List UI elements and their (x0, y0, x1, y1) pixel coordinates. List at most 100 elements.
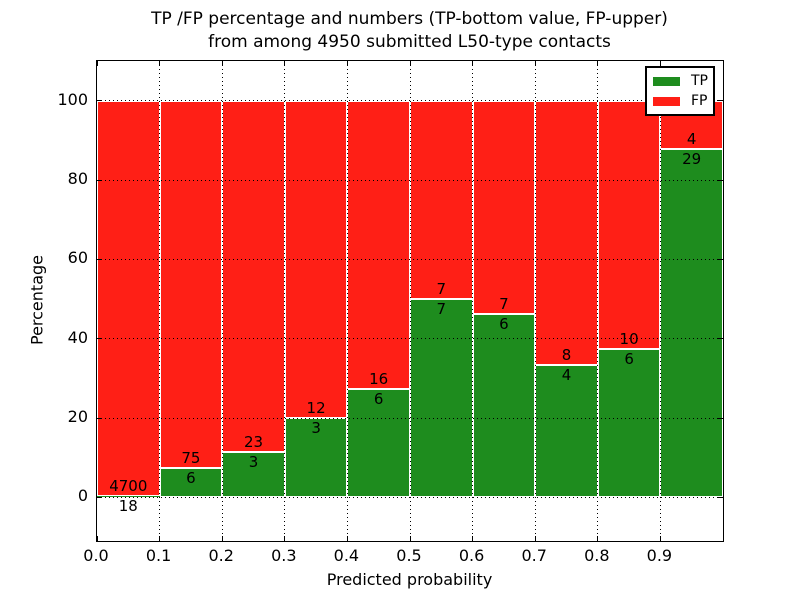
fp-bar (472, 100, 536, 315)
v-gridline (409, 61, 411, 541)
x-tick (284, 536, 286, 541)
v-gridline (659, 61, 661, 541)
tp-bar (660, 148, 723, 498)
tp-count-label: 29 (682, 149, 702, 168)
fp-color-swatch-icon (653, 96, 680, 106)
tp-bar (410, 299, 473, 498)
x-tick (659, 536, 661, 541)
x-axis-label: Predicted probability (326, 570, 493, 589)
y-tick-label: 20 (67, 407, 88, 427)
v-gridline (597, 61, 599, 541)
fp-bar (347, 100, 410, 390)
x-tick (472, 61, 474, 66)
y-axis-label: Percentage (27, 254, 47, 346)
fp-count-label: 10 (619, 329, 639, 348)
x-tick-label: 0.9 (646, 546, 673, 565)
fp-count-label: 4700 (109, 476, 148, 495)
v-gridline (221, 61, 223, 541)
fp-count-label: 12 (306, 399, 326, 418)
v-gridline (472, 61, 474, 541)
plot-area: 4700 18 75 6 23 3 12 3 16 6 7 7 7 6 8 4 10 6 4 29 (96, 60, 724, 542)
x-tick (96, 61, 98, 66)
v-gridline (284, 61, 286, 541)
fp-count-label: 4 (686, 129, 697, 148)
x-tick (221, 61, 223, 66)
tp-count-label: 3 (248, 452, 259, 471)
y-tick (718, 258, 723, 260)
fp-bar (97, 100, 160, 496)
tp-count-label: 6 (373, 390, 384, 409)
fp-count-label: 75 (181, 448, 201, 467)
x-tick (346, 61, 348, 66)
y-tick (718, 179, 723, 181)
y-tick-label: 80 (67, 169, 88, 188)
x-tick (346, 536, 348, 541)
x-tick (221, 536, 223, 541)
tp-bar (535, 365, 598, 498)
tp-count-label: 6 (499, 315, 509, 334)
x-tick-label: 0.4 (333, 546, 360, 565)
legend-entry-tp: TP (653, 74, 713, 88)
v-gridline (534, 61, 536, 541)
v-gridline (159, 61, 161, 541)
fp-count-label: 23 (243, 432, 264, 451)
tp-count-label: 6 (186, 468, 196, 487)
y-tick (718, 496, 723, 498)
tp-count-label: 4 (561, 366, 572, 385)
x-tick (659, 61, 661, 66)
x-tick-label: 0.5 (396, 546, 422, 565)
fp-count-label: 7 (499, 295, 509, 314)
legend-label-tp: TP (691, 73, 708, 89)
x-tick (534, 61, 536, 66)
x-tick (159, 536, 161, 541)
y-tick (97, 417, 102, 419)
legend-label-fp: FP (691, 93, 708, 109)
y-tick-label: 40 (67, 327, 88, 347)
legend: TP FP (645, 66, 715, 116)
x-tick (472, 536, 474, 541)
y-tick (718, 417, 723, 419)
tp-bar (97, 495, 160, 498)
y-tick (718, 338, 723, 340)
x-tick (597, 61, 599, 66)
fp-bar (597, 100, 661, 349)
fp-count-label: 8 (561, 346, 572, 365)
x-tick (159, 61, 161, 66)
y-tick (97, 100, 102, 102)
fp-bar (410, 100, 473, 299)
y-tick (97, 258, 102, 260)
x-tick-label: 0.8 (584, 546, 610, 565)
fp-count-label: 7 (436, 280, 447, 299)
x-tick-label: 0.0 (83, 546, 109, 565)
x-tick (534, 536, 536, 541)
y-tick-label: 0 (77, 486, 88, 506)
tp-count-label: 18 (118, 496, 138, 515)
tp-bar (222, 451, 285, 498)
x-tick (409, 536, 411, 541)
x-tick-label: 0.3 (271, 546, 297, 565)
fp-count-label: 16 (369, 370, 389, 389)
y-tick (718, 100, 723, 102)
x-tick-label: 0.6 (458, 546, 485, 565)
tp-count-label: 3 (311, 419, 321, 438)
v-gridline (346, 61, 348, 541)
fp-bar (535, 100, 598, 366)
tp-count-label: 7 (436, 300, 447, 319)
x-tick-label: 0.1 (145, 546, 172, 565)
chart-title: TP /FP percentage and numbers (TP-bottom… (96, 8, 723, 54)
x-tick (96, 536, 98, 541)
y-tick (97, 496, 102, 498)
x-tick-label: 0.2 (208, 546, 234, 565)
tp-bar (597, 348, 661, 498)
y-tick-label: 60 (67, 248, 88, 268)
fp-bar (222, 100, 285, 452)
y-tick (97, 338, 102, 340)
chart-title-line2: from among 4950 submitted L50-type conta… (208, 32, 611, 52)
x-tick (597, 536, 599, 541)
legend-entry-fp: FP (653, 94, 713, 108)
tp-count-label: 6 (624, 349, 634, 368)
fp-bar (159, 100, 223, 468)
y-tick-label: 100 (57, 89, 88, 109)
x-tick-label: 0.7 (521, 546, 547, 565)
